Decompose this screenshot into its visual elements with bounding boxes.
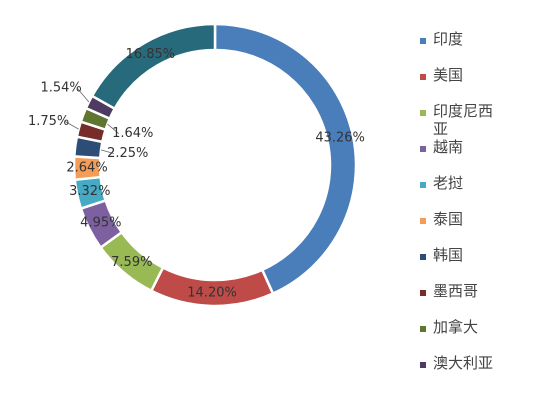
legend-item: 韩国 (414, 246, 534, 282)
data-label: 2.25% (107, 146, 148, 161)
leader-line (100, 149, 114, 154)
legend-label: 老挝 (433, 174, 464, 192)
data-label: 1.54% (40, 81, 81, 96)
data-label: 3.32% (69, 184, 110, 199)
data-label: 2.64% (66, 160, 107, 175)
leader-line (76, 87, 90, 103)
legend-swatch (420, 362, 426, 368)
data-label: 16.85% (126, 47, 176, 62)
legend-label: 墨西哥 (433, 282, 479, 300)
legend-label: 泰国 (433, 210, 464, 228)
legend-label: 加拿大 (433, 318, 479, 336)
legend-label: 越南 (433, 138, 464, 156)
data-label: 4.95% (80, 215, 121, 230)
legend-swatch (420, 110, 426, 116)
legend-item: 墨西哥 (414, 282, 534, 318)
data-label: 7.59% (111, 255, 152, 270)
legend-item: 印度尼西亚 (414, 102, 534, 138)
legend-swatch (420, 182, 426, 188)
legend-swatch (420, 290, 426, 296)
donut-slice (90, 22, 217, 111)
data-label: 1.75% (28, 114, 69, 129)
data-label: 1.64% (112, 126, 153, 141)
legend: 印度美国印度尼西亚 越南老挝泰国韩国墨西哥加拿大澳大利亚 (414, 30, 534, 390)
legend-label: 美国 (433, 66, 464, 84)
legend-item: 澳大利亚 (414, 354, 534, 390)
legend-item: 泰国 (414, 210, 534, 246)
legend-label: 印度尼西亚 (433, 102, 494, 138)
donut-slice (213, 22, 358, 296)
leader-line (64, 120, 79, 130)
leader-line (107, 123, 120, 135)
legend-item: 老挝 (414, 174, 534, 210)
data-label: 14.20% (187, 285, 237, 300)
legend-item: 印度 (414, 30, 534, 66)
data-label: 43.26% (315, 131, 365, 146)
legend-item: 美国 (414, 66, 534, 102)
legend-swatch (420, 74, 426, 80)
legend-swatch (420, 38, 426, 44)
legend-swatch (420, 218, 426, 224)
legend-label: 印度 (433, 30, 464, 48)
legend-item: 越南 (414, 138, 534, 174)
legend-label: 韩国 (433, 246, 464, 264)
legend-swatch (420, 326, 426, 332)
legend-swatch (420, 146, 426, 152)
legend-item: 加拿大 (414, 318, 534, 354)
legend-swatch (420, 254, 426, 260)
legend-label: 澳大利亚 (433, 354, 494, 372)
